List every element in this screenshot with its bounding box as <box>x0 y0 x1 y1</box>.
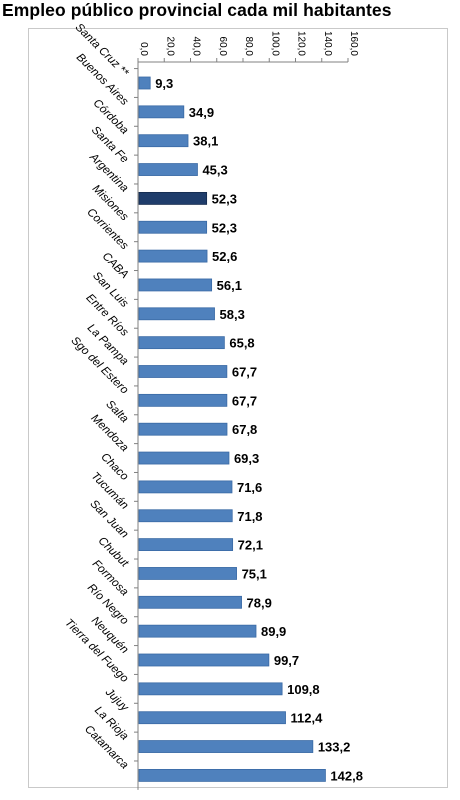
tick-label: 20,0 <box>164 37 175 57</box>
bar <box>138 278 213 292</box>
tick-label: 120,0 <box>296 31 307 56</box>
bar <box>138 740 314 753</box>
bar <box>138 365 228 378</box>
value-label: 52,6 <box>212 249 237 264</box>
value-label: 69,3 <box>234 451 259 466</box>
value-label: 142,8 <box>330 768 363 783</box>
chart-title: Empleo público provincial cada mil habit… <box>2 0 392 20</box>
bar <box>138 105 185 119</box>
value-label: 72,1 <box>238 538 263 553</box>
bar <box>138 220 208 234</box>
value-label: 71,6 <box>237 480 262 495</box>
value-label: 71,8 <box>237 509 262 524</box>
bar <box>138 769 326 782</box>
value-label: 89,9 <box>261 624 286 639</box>
bar <box>138 191 208 205</box>
value-label: 56,1 <box>217 278 242 293</box>
tick-label: 0,0 <box>138 42 149 56</box>
value-label: 52,3 <box>212 220 237 235</box>
bar <box>138 682 283 696</box>
value-label: 109,8 <box>287 682 320 697</box>
bar <box>138 538 234 551</box>
bar <box>138 336 225 350</box>
value-label: 9,3 <box>155 76 173 91</box>
category-label: Salta <box>103 398 130 425</box>
bar <box>138 653 270 667</box>
tick-label: 160,0 <box>348 31 359 56</box>
bar <box>138 249 208 263</box>
bar <box>138 480 233 494</box>
value-label: 67,7 <box>232 393 257 408</box>
bar <box>138 567 237 580</box>
bar <box>138 307 215 321</box>
bar <box>138 422 228 436</box>
value-label: 34,9 <box>189 105 214 120</box>
value-label: 75,1 <box>242 566 267 581</box>
value-label: 99,7 <box>274 653 299 668</box>
bar <box>138 711 286 725</box>
tick-label: 140,0 <box>322 31 333 56</box>
bar <box>138 451 230 465</box>
value-label: 78,9 <box>247 595 272 610</box>
bar <box>138 393 228 407</box>
value-label: 58,3 <box>220 307 245 322</box>
tick-label: 60,0 <box>217 37 228 57</box>
tick-label: 40,0 <box>191 37 202 57</box>
value-label: 133,2 <box>318 740 351 755</box>
bar <box>138 624 257 638</box>
bar <box>138 134 189 148</box>
bar <box>138 76 151 90</box>
bar <box>138 595 242 609</box>
value-label: 67,7 <box>232 365 257 380</box>
value-label: 52,3 <box>212 191 237 206</box>
value-label: 112,4 <box>291 711 324 726</box>
value-label: 67,8 <box>232 422 257 437</box>
tick-label: 100,0 <box>269 31 280 56</box>
value-label: 38,1 <box>193 134 218 149</box>
tick-label: 80,0 <box>243 37 254 57</box>
value-label: 45,3 <box>202 163 227 178</box>
chart-frame <box>28 28 448 788</box>
bar <box>138 509 233 523</box>
value-label: 65,8 <box>229 336 254 351</box>
bar <box>138 163 198 176</box>
